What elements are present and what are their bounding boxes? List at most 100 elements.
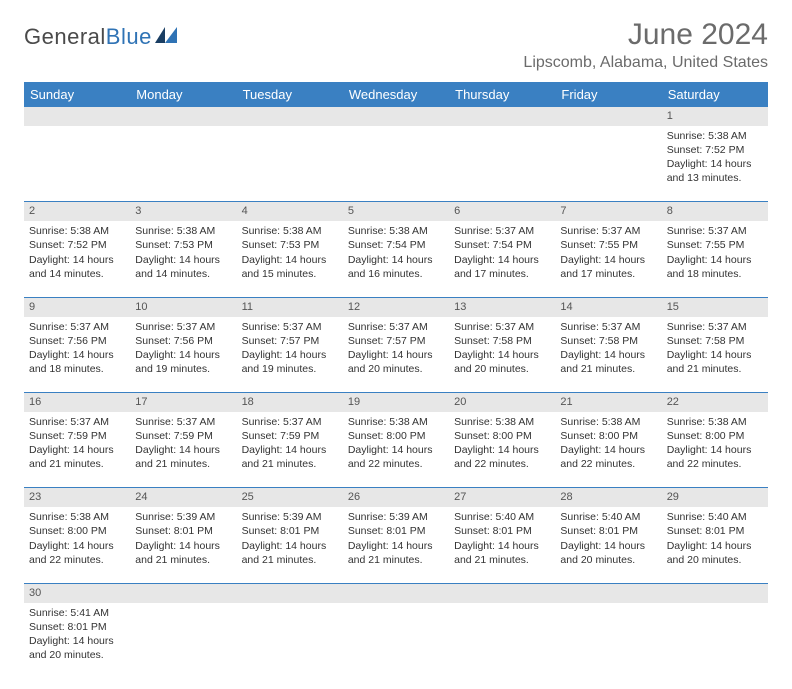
week-row: Sunrise: 5:38 AMSunset: 8:00 PMDaylight:… bbox=[24, 507, 768, 583]
day-content: Sunrise: 5:39 AMSunset: 8:01 PMDaylight:… bbox=[135, 510, 231, 567]
day-content: Sunrise: 5:37 AMSunset: 7:59 PMDaylight:… bbox=[242, 415, 338, 472]
day-number-cell: 20 bbox=[449, 393, 555, 412]
day-content: Sunrise: 5:39 AMSunset: 8:01 PMDaylight:… bbox=[242, 510, 338, 567]
day-content: Sunrise: 5:37 AMSunset: 7:58 PMDaylight:… bbox=[667, 320, 763, 377]
day-number-cell bbox=[343, 107, 449, 126]
daylight-line: Daylight: 14 hours and 20 minutes. bbox=[454, 348, 550, 376]
day-cell: Sunrise: 5:37 AMSunset: 7:56 PMDaylight:… bbox=[24, 317, 130, 393]
day-content: Sunrise: 5:37 AMSunset: 7:55 PMDaylight:… bbox=[667, 224, 763, 281]
day-content: Sunrise: 5:37 AMSunset: 7:58 PMDaylight:… bbox=[560, 320, 656, 377]
day-number-cell bbox=[449, 107, 555, 126]
sunrise-line: Sunrise: 5:38 AM bbox=[667, 129, 763, 143]
sunset-line: Sunset: 7:55 PM bbox=[560, 238, 656, 252]
day-cell bbox=[555, 126, 661, 202]
sunset-line: Sunset: 8:00 PM bbox=[454, 429, 550, 443]
day-cell: Sunrise: 5:41 AMSunset: 8:01 PMDaylight:… bbox=[24, 603, 130, 679]
sunset-line: Sunset: 7:57 PM bbox=[348, 334, 444, 348]
sunrise-line: Sunrise: 5:37 AM bbox=[135, 320, 231, 334]
sunrise-line: Sunrise: 5:37 AM bbox=[242, 320, 338, 334]
week-row: Sunrise: 5:37 AMSunset: 7:56 PMDaylight:… bbox=[24, 317, 768, 393]
day-cell bbox=[237, 603, 343, 679]
daylight-line: Daylight: 14 hours and 21 minutes. bbox=[667, 348, 763, 376]
sunrise-line: Sunrise: 5:38 AM bbox=[29, 510, 125, 524]
day-number-cell bbox=[343, 583, 449, 602]
sunrise-line: Sunrise: 5:39 AM bbox=[242, 510, 338, 524]
sunrise-line: Sunrise: 5:38 AM bbox=[348, 415, 444, 429]
day-number-cell: 3 bbox=[130, 202, 236, 221]
daylight-line: Daylight: 14 hours and 19 minutes. bbox=[242, 348, 338, 376]
sunrise-line: Sunrise: 5:38 AM bbox=[29, 224, 125, 238]
weekday-header: Saturday bbox=[662, 82, 768, 107]
day-number-row: 1 bbox=[24, 107, 768, 126]
sunset-line: Sunset: 7:52 PM bbox=[29, 238, 125, 252]
day-cell: Sunrise: 5:37 AMSunset: 7:59 PMDaylight:… bbox=[24, 412, 130, 488]
day-number-cell: 24 bbox=[130, 488, 236, 507]
daylight-line: Daylight: 14 hours and 20 minutes. bbox=[348, 348, 444, 376]
sunset-line: Sunset: 7:59 PM bbox=[29, 429, 125, 443]
sunset-line: Sunset: 7:52 PM bbox=[667, 143, 763, 157]
day-cell: Sunrise: 5:37 AMSunset: 7:59 PMDaylight:… bbox=[237, 412, 343, 488]
day-cell: Sunrise: 5:37 AMSunset: 7:59 PMDaylight:… bbox=[130, 412, 236, 488]
header: GeneralBlue June 2024 Lipscomb, Alabama,… bbox=[24, 18, 768, 72]
day-cell: Sunrise: 5:38 AMSunset: 8:00 PMDaylight:… bbox=[343, 412, 449, 488]
weekday-header: Wednesday bbox=[343, 82, 449, 107]
day-content: Sunrise: 5:37 AMSunset: 7:59 PMDaylight:… bbox=[135, 415, 231, 472]
day-number-cell bbox=[449, 583, 555, 602]
sunrise-line: Sunrise: 5:37 AM bbox=[29, 415, 125, 429]
daylight-line: Daylight: 14 hours and 14 minutes. bbox=[135, 253, 231, 281]
day-cell bbox=[343, 603, 449, 679]
sunrise-line: Sunrise: 5:37 AM bbox=[242, 415, 338, 429]
sunrise-line: Sunrise: 5:40 AM bbox=[454, 510, 550, 524]
day-number-cell bbox=[130, 583, 236, 602]
day-number-cell bbox=[237, 583, 343, 602]
sunset-line: Sunset: 8:00 PM bbox=[348, 429, 444, 443]
day-number-row: 16171819202122 bbox=[24, 393, 768, 412]
sunrise-line: Sunrise: 5:40 AM bbox=[667, 510, 763, 524]
day-number-cell: 18 bbox=[237, 393, 343, 412]
daylight-line: Daylight: 14 hours and 22 minutes. bbox=[29, 539, 125, 567]
day-number-cell bbox=[237, 107, 343, 126]
sunrise-line: Sunrise: 5:38 AM bbox=[135, 224, 231, 238]
sunrise-line: Sunrise: 5:37 AM bbox=[348, 320, 444, 334]
day-cell bbox=[237, 126, 343, 202]
day-cell: Sunrise: 5:38 AMSunset: 8:00 PMDaylight:… bbox=[662, 412, 768, 488]
day-cell: Sunrise: 5:38 AMSunset: 7:52 PMDaylight:… bbox=[662, 126, 768, 202]
day-number-row: 9101112131415 bbox=[24, 297, 768, 316]
day-number-cell: 29 bbox=[662, 488, 768, 507]
sunrise-line: Sunrise: 5:39 AM bbox=[135, 510, 231, 524]
daylight-line: Daylight: 14 hours and 18 minutes. bbox=[29, 348, 125, 376]
day-number-row: 23242526272829 bbox=[24, 488, 768, 507]
day-number-cell: 9 bbox=[24, 297, 130, 316]
sunset-line: Sunset: 7:54 PM bbox=[454, 238, 550, 252]
day-content: Sunrise: 5:38 AMSunset: 7:52 PMDaylight:… bbox=[667, 129, 763, 186]
daylight-line: Daylight: 14 hours and 16 minutes. bbox=[348, 253, 444, 281]
day-number-cell bbox=[555, 583, 661, 602]
daylight-line: Daylight: 14 hours and 20 minutes. bbox=[29, 634, 125, 662]
day-cell: Sunrise: 5:37 AMSunset: 7:58 PMDaylight:… bbox=[555, 317, 661, 393]
daylight-line: Daylight: 14 hours and 21 minutes. bbox=[135, 443, 231, 471]
sunset-line: Sunset: 8:01 PM bbox=[29, 620, 125, 634]
sunrise-line: Sunrise: 5:39 AM bbox=[348, 510, 444, 524]
daylight-line: Daylight: 14 hours and 21 minutes. bbox=[242, 443, 338, 471]
sunset-line: Sunset: 7:59 PM bbox=[135, 429, 231, 443]
brand-text-2: Blue bbox=[106, 24, 152, 49]
day-number-cell: 4 bbox=[237, 202, 343, 221]
sunset-line: Sunset: 7:53 PM bbox=[242, 238, 338, 252]
week-row: Sunrise: 5:37 AMSunset: 7:59 PMDaylight:… bbox=[24, 412, 768, 488]
day-content: Sunrise: 5:37 AMSunset: 7:56 PMDaylight:… bbox=[29, 320, 125, 377]
day-content: Sunrise: 5:38 AMSunset: 7:53 PMDaylight:… bbox=[242, 224, 338, 281]
sunset-line: Sunset: 8:00 PM bbox=[560, 429, 656, 443]
day-cell bbox=[449, 126, 555, 202]
sunrise-line: Sunrise: 5:38 AM bbox=[348, 224, 444, 238]
day-cell: Sunrise: 5:38 AMSunset: 7:53 PMDaylight:… bbox=[237, 221, 343, 297]
day-content: Sunrise: 5:37 AMSunset: 7:58 PMDaylight:… bbox=[454, 320, 550, 377]
day-cell: Sunrise: 5:40 AMSunset: 8:01 PMDaylight:… bbox=[449, 507, 555, 583]
daylight-line: Daylight: 14 hours and 20 minutes. bbox=[560, 539, 656, 567]
daylight-line: Daylight: 14 hours and 20 minutes. bbox=[667, 539, 763, 567]
daylight-line: Daylight: 14 hours and 21 minutes. bbox=[454, 539, 550, 567]
sunset-line: Sunset: 7:59 PM bbox=[242, 429, 338, 443]
weekday-header: Friday bbox=[555, 82, 661, 107]
day-number-cell: 14 bbox=[555, 297, 661, 316]
week-row: Sunrise: 5:41 AMSunset: 8:01 PMDaylight:… bbox=[24, 603, 768, 679]
day-number-cell: 26 bbox=[343, 488, 449, 507]
